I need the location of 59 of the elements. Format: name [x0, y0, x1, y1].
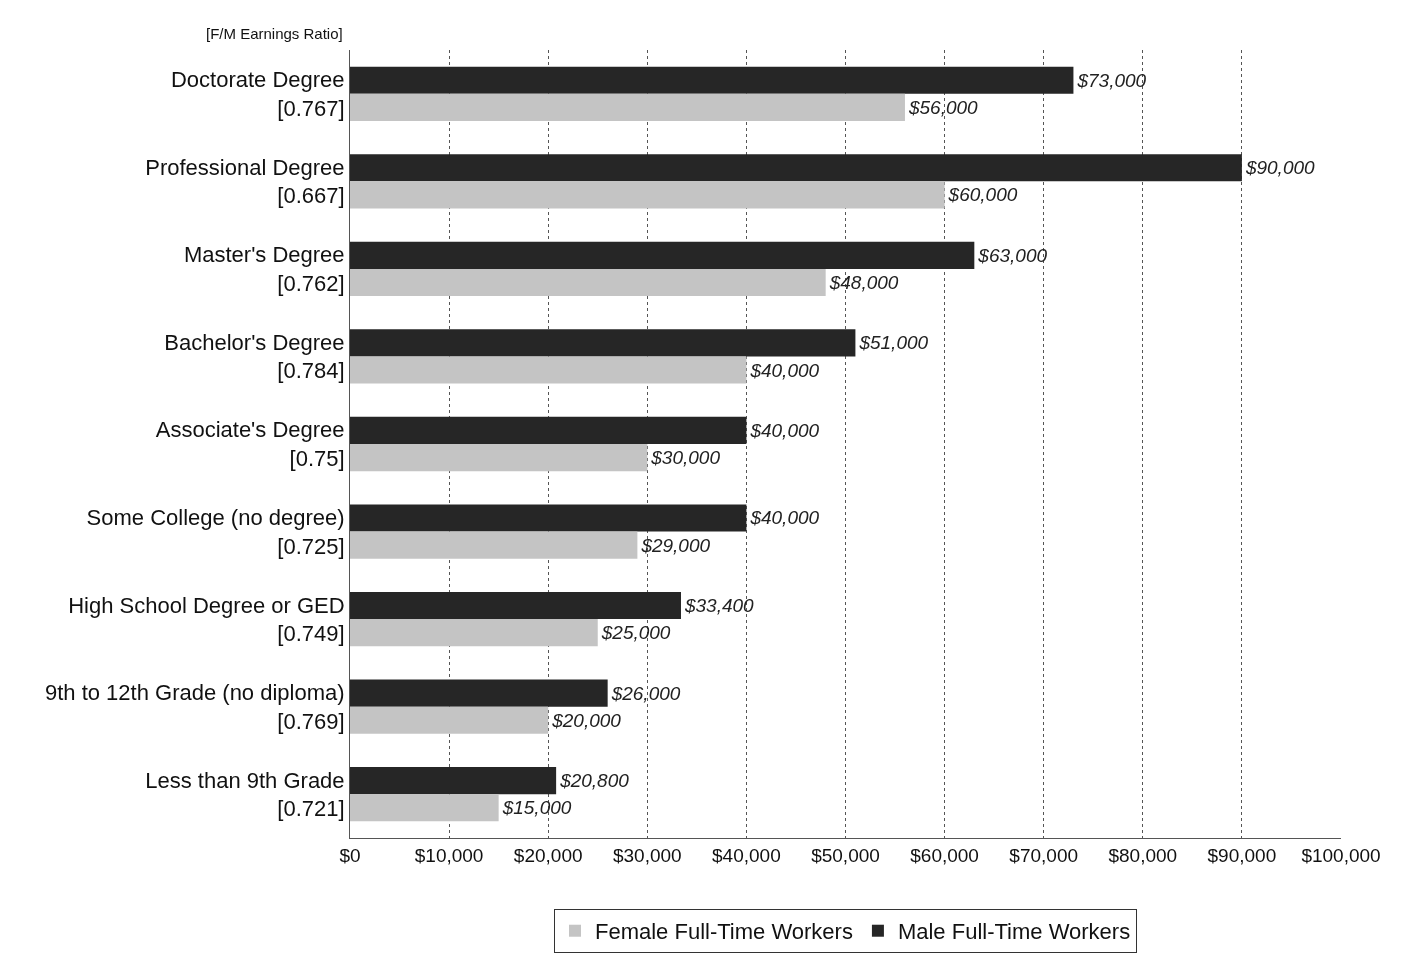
- bar: [350, 706, 549, 734]
- x-tick-label: $60,000: [910, 844, 979, 866]
- data-label: $63,000: [977, 244, 1048, 266]
- y-tick-label: Doctorate Degree [0.767]: [170, 67, 345, 121]
- bar: [350, 794, 499, 822]
- bar: [350, 416, 747, 444]
- bar: [350, 356, 747, 384]
- data-label: $26,000: [610, 682, 681, 704]
- x-tick-label: $80,000: [1108, 844, 1178, 866]
- bar: [350, 767, 557, 795]
- y-tick-label: Master's Degree [0.762]: [183, 242, 345, 296]
- data-label: $90,000: [1244, 157, 1316, 179]
- bar: [350, 591, 681, 620]
- data-label: $30,000: [650, 447, 721, 469]
- bar: [350, 504, 747, 532]
- y-tick-label: Associate's Degree [0.75]: [155, 417, 345, 471]
- bar: [350, 93, 905, 121]
- data-label: $20,000: [551, 709, 622, 731]
- y-tick-label: High School Degree or GED [0.749]: [68, 592, 345, 647]
- text: [F/M Earnings Ratio]: [206, 25, 343, 42]
- y-tick-label: Bachelor's Degree [0.784]: [164, 329, 345, 384]
- x-tick-label: $0: [339, 844, 361, 866]
- x-tick-label: $50,000: [811, 844, 880, 866]
- bar: [350, 619, 598, 647]
- bar: [350, 531, 638, 559]
- x-tick-label: $40,000: [712, 844, 781, 866]
- legend-label: Female Full-Time Workers: [595, 919, 853, 945]
- data-label: $51,000: [858, 332, 929, 354]
- data-label: $25,000: [600, 622, 671, 644]
- bar: [350, 66, 1074, 94]
- x-tick-label: $30,000: [612, 844, 682, 866]
- y-tick-label: Professional Degree [0.667]: [145, 154, 345, 209]
- data-label: $40,000: [749, 507, 820, 529]
- data-label: $40,000: [749, 359, 820, 381]
- data-label: $73,000: [1076, 69, 1147, 91]
- data-label: $33,400: [683, 595, 755, 617]
- bar: [350, 154, 1242, 182]
- y-tick-label: Some College (no degree) [0.725]: [86, 504, 345, 559]
- data-label: $60,000: [947, 184, 1018, 206]
- x-tick-label: $20,000: [513, 844, 583, 866]
- y-tick-label: 9th to 12th Grade (no diploma) [0.769]: [44, 680, 345, 734]
- x-tick-label: $100,000: [1301, 844, 1381, 866]
- bar: [350, 181, 945, 209]
- legend-label: Male Full-Time Workers: [897, 919, 1131, 945]
- data-label: $15,000: [501, 797, 572, 819]
- bar: [350, 268, 826, 297]
- data-label: $48,000: [828, 271, 899, 293]
- data-label: $56,000: [907, 96, 979, 118]
- bar: [350, 241, 975, 269]
- y-tick-label: Less than 9th Grade [0.721]: [145, 767, 345, 822]
- bar: [350, 444, 648, 472]
- data-label: $20,800: [559, 770, 630, 792]
- bar: [350, 329, 856, 357]
- bar: [350, 679, 608, 707]
- x-tick-label: $70,000: [1009, 844, 1079, 866]
- data-label: $29,000: [640, 534, 711, 556]
- x-tick-label: $90,000: [1207, 844, 1277, 866]
- x-tick-label: $10,000: [414, 844, 484, 866]
- data-label: $40,000: [749, 419, 820, 441]
